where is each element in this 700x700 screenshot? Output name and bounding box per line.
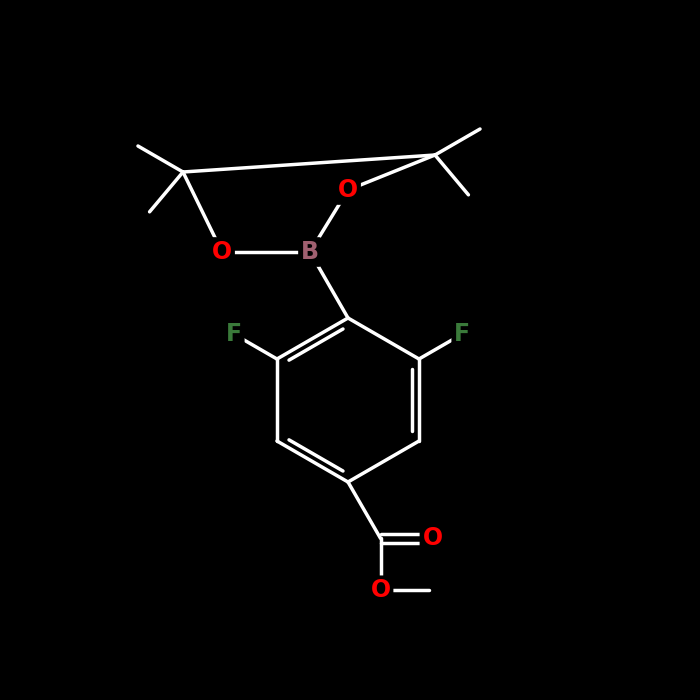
Text: O: O (338, 178, 358, 202)
Text: F: F (454, 322, 470, 346)
Text: O: O (370, 578, 391, 602)
Text: O: O (422, 526, 442, 550)
Text: B: B (301, 240, 319, 264)
Text: F: F (225, 322, 241, 346)
Text: O: O (212, 240, 232, 264)
